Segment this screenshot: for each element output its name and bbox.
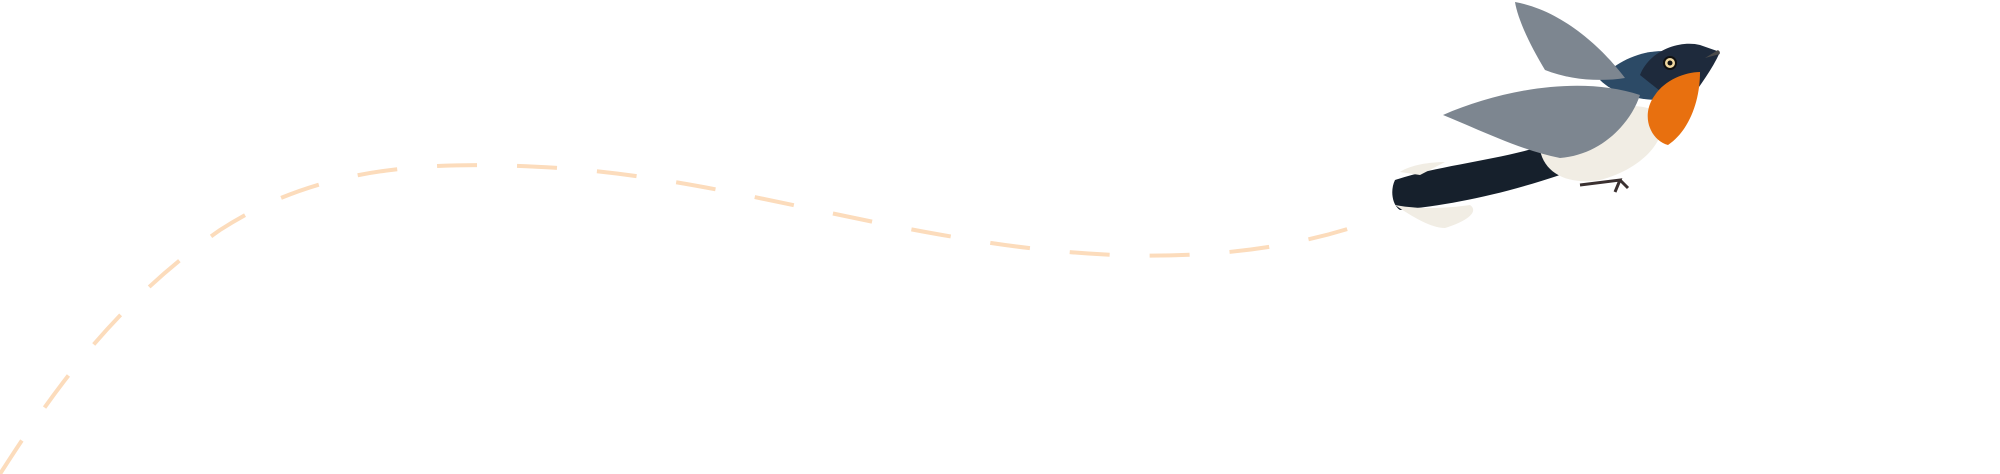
bird-lower-wing	[1443, 85, 1640, 158]
flying-bird-icon	[1392, 2, 1720, 228]
bird-beak	[1705, 50, 1720, 58]
bird-upper-wing	[1515, 2, 1625, 80]
bird-foot	[1579, 178, 1630, 193]
bird-tail	[1392, 145, 1560, 210]
bird-head	[1640, 43, 1720, 100]
bird-tail-tips	[1395, 205, 1474, 228]
bird-tail-tips-top	[1400, 162, 1445, 175]
bird-throat	[1647, 72, 1700, 145]
flight-path-dashed	[0, 163, 1361, 474]
bird-pupil	[1667, 60, 1673, 66]
